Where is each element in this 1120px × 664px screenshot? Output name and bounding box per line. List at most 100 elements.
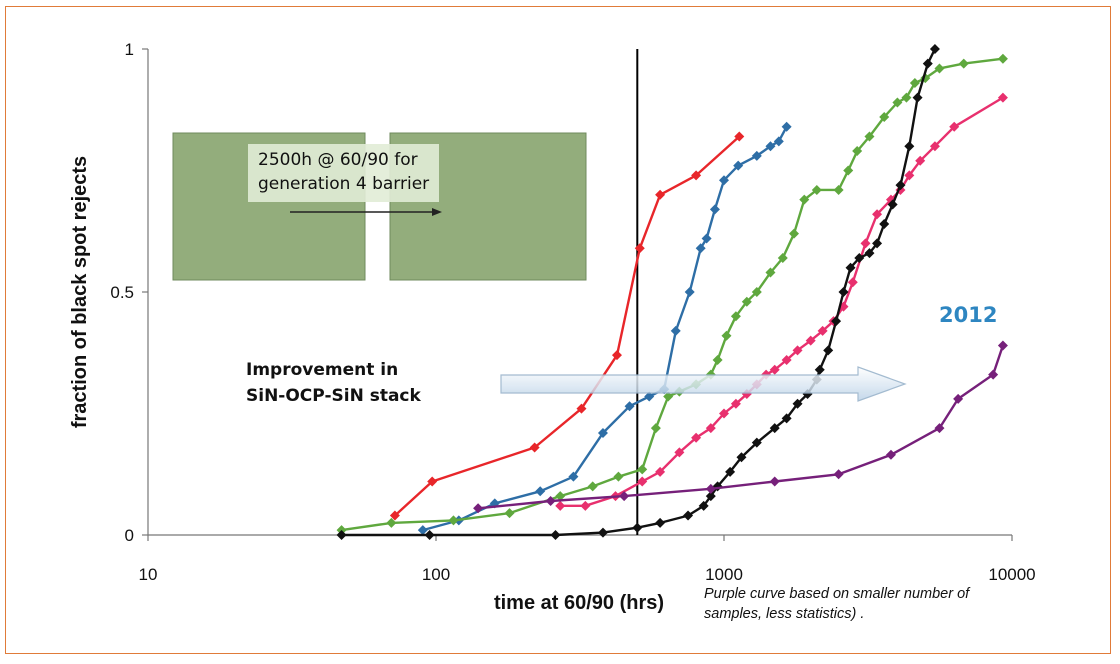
improvement-arrow xyxy=(500,366,907,402)
inset-caption: 2500h @ 60/90 for generation 4 barrier xyxy=(248,144,440,202)
data-point xyxy=(637,476,648,487)
data-point xyxy=(555,500,566,511)
inset-caption-line2: generation 4 barrier xyxy=(258,174,430,194)
data-point xyxy=(879,218,890,229)
data-point xyxy=(949,121,960,132)
data-point xyxy=(895,180,906,191)
data-point xyxy=(733,160,744,171)
data-point xyxy=(619,491,630,502)
data-point xyxy=(424,530,435,540)
data-point xyxy=(448,515,459,526)
data-point xyxy=(912,92,923,103)
data-point xyxy=(691,432,702,443)
data-point xyxy=(765,141,776,152)
data-point xyxy=(417,525,428,536)
data-point xyxy=(934,63,945,74)
data-point xyxy=(997,53,1008,64)
data-point xyxy=(852,146,863,157)
data-point xyxy=(386,517,397,528)
data-point xyxy=(719,408,729,419)
data-point xyxy=(909,78,920,89)
data-point xyxy=(529,442,540,453)
series-2 xyxy=(336,53,1008,536)
data-point xyxy=(650,423,661,434)
data-point xyxy=(769,364,780,375)
x-axis-title: time at 60/90 (hrs) xyxy=(494,592,664,614)
data-point xyxy=(719,175,729,186)
data-point xyxy=(788,228,799,239)
data-point xyxy=(958,58,969,69)
data-point xyxy=(695,243,706,254)
data-point xyxy=(670,325,681,336)
data-point xyxy=(637,464,648,475)
data-point xyxy=(663,391,674,402)
data-point xyxy=(611,350,622,361)
footnote-line1: Purple curve based on smaller number of xyxy=(704,586,970,602)
x-tick-label: 1000 xyxy=(705,565,743,584)
data-point xyxy=(473,503,484,514)
series-5 xyxy=(473,340,1008,514)
footnote: Purple curve based on smaller number of … xyxy=(704,584,1064,624)
data-point xyxy=(843,165,854,176)
data-point xyxy=(389,510,400,521)
data-point xyxy=(545,495,556,506)
data-point xyxy=(705,483,716,494)
data-point xyxy=(854,252,865,263)
data-point xyxy=(504,508,515,519)
data-point xyxy=(777,252,788,263)
data-point xyxy=(769,423,780,434)
data-point xyxy=(823,345,834,356)
data-point xyxy=(705,491,716,502)
data-point xyxy=(872,209,883,220)
data-point xyxy=(847,277,858,288)
y-axis-title: fraction of black spot rejects xyxy=(69,156,91,428)
data-point xyxy=(691,170,702,181)
data-point xyxy=(872,238,883,249)
data-point xyxy=(655,517,666,528)
data-point xyxy=(698,500,709,511)
data-point xyxy=(864,131,875,142)
data-point xyxy=(730,398,741,409)
data-point xyxy=(792,398,803,409)
data-point xyxy=(781,413,792,424)
data-point xyxy=(799,194,810,205)
data-point xyxy=(655,466,666,477)
data-point xyxy=(845,262,856,273)
data-point xyxy=(751,437,762,448)
data-point xyxy=(814,364,825,375)
data-point xyxy=(934,423,945,434)
series-line xyxy=(560,96,1004,507)
data-point xyxy=(904,170,915,181)
data-point xyxy=(535,486,546,497)
data-point xyxy=(811,184,822,195)
x-tick-label: 10000 xyxy=(988,565,1035,584)
data-point xyxy=(674,447,685,458)
data-point xyxy=(550,530,561,540)
data-point xyxy=(597,527,608,538)
data-point xyxy=(751,287,762,297)
figure-frame xyxy=(5,6,1111,654)
inset-caption-line1: 2500h @ 60/90 for xyxy=(258,150,418,170)
y-tick-label: 0 xyxy=(125,526,134,545)
data-point xyxy=(587,481,598,492)
x-tick-label: 10 xyxy=(139,565,158,584)
data-point xyxy=(781,355,792,366)
data-point xyxy=(997,92,1008,103)
series-0 xyxy=(389,131,745,521)
data-point xyxy=(336,530,347,540)
data-point xyxy=(915,155,926,166)
data-point xyxy=(427,476,438,487)
data-point xyxy=(751,150,762,161)
data-point xyxy=(741,296,752,307)
data-point xyxy=(555,491,566,502)
data-point xyxy=(683,510,694,521)
data-point xyxy=(765,267,776,278)
data-point xyxy=(805,335,816,346)
data-point xyxy=(879,112,890,123)
data-point xyxy=(781,121,792,132)
data-point xyxy=(576,403,587,414)
data-point xyxy=(833,469,844,480)
data-point xyxy=(929,44,940,54)
y-tick-label: 0.5 xyxy=(110,283,134,302)
data-point xyxy=(736,452,747,463)
